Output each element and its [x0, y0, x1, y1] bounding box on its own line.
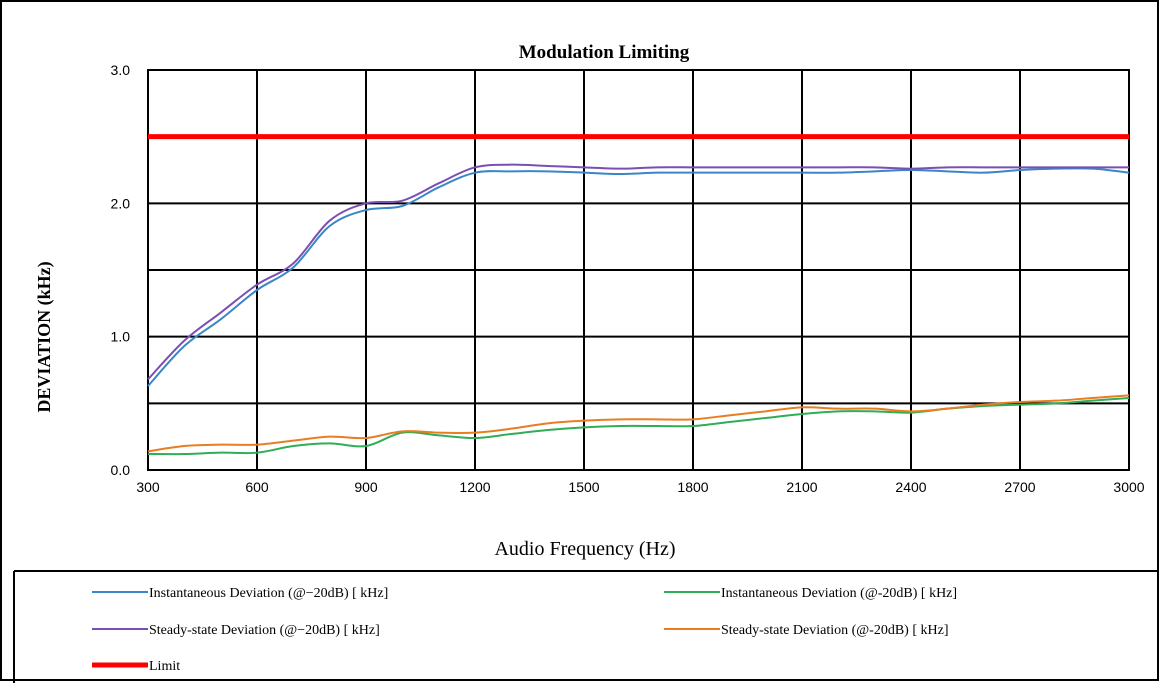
- x-tick-label: 3000: [1113, 479, 1144, 495]
- x-tick-label: 300: [136, 479, 160, 495]
- legend-label: Steady-state Deviation (@-20dB) [ kHz]: [721, 623, 949, 638]
- series-line-0: [147, 167, 1130, 387]
- x-tick-label: 2700: [1004, 479, 1035, 495]
- series-line-1: [147, 163, 1129, 381]
- x-tick-label: 900: [354, 479, 378, 495]
- series-line-2: [147, 397, 1130, 456]
- y-tick-label: 1.0: [111, 329, 131, 345]
- x-tick-label: 1200: [459, 479, 490, 495]
- series-line-3: [147, 394, 1130, 453]
- x-tick-label: 1800: [677, 479, 708, 495]
- y-tick-label: 2.0: [111, 195, 131, 211]
- x-tick-label: 2100: [786, 479, 817, 495]
- y-axis-label: DEVIATION (kHz): [34, 261, 55, 412]
- legend-label: Steady-state Deviation (@−20dB) [ kHz]: [149, 623, 380, 638]
- legend-label: Instantaneous Deviation (@−20dB) [ kHz]: [149, 586, 388, 601]
- grid-lines: [147, 69, 1130, 471]
- x-tick-labels: 300 600 900 1200 1500 1800 2100 2400 2700 3000: [136, 479, 1144, 495]
- legend-label: Limit: [149, 659, 180, 674]
- y-tick-labels: 0.0 1.0 2.0 3.0: [111, 62, 131, 478]
- series-lines: [147, 134, 1130, 456]
- chart-title: Modulation Limiting: [519, 42, 690, 63]
- x-tick-label: 1500: [568, 479, 599, 495]
- x-tick-label: 600: [245, 479, 269, 495]
- x-tick-label: 2400: [895, 479, 926, 495]
- y-tick-label: 3.0: [111, 62, 131, 78]
- x-axis-label: Audio Frequency (Hz): [494, 538, 675, 560]
- y-tick-label: 0.0: [111, 462, 131, 478]
- legend: Instantaneous Deviation (@−20dB) [ kHz] I…: [92, 586, 957, 674]
- legend-label: Instantaneous Deviation (@-20dB) [ kHz]: [721, 586, 957, 601]
